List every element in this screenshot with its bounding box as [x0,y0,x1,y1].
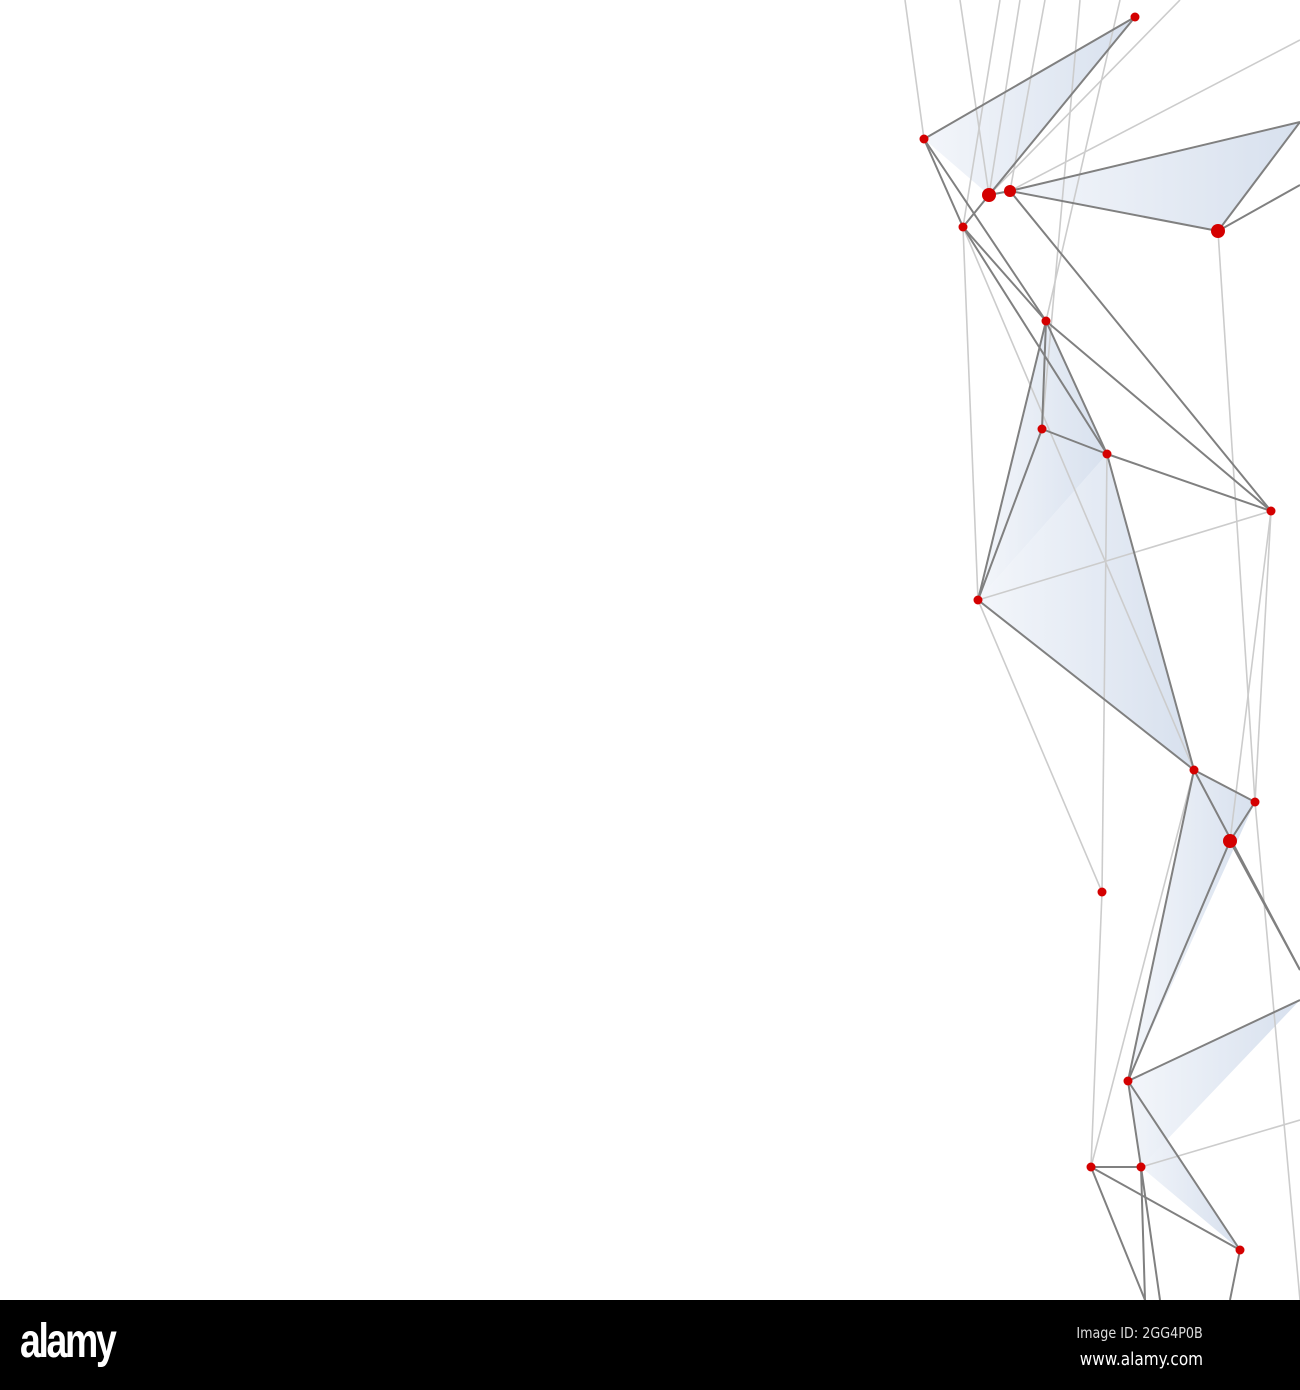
node [958,222,968,232]
edge [1140,1166,1161,1300]
node [1037,424,1047,434]
facet [1128,770,1255,1081]
edge [1009,190,1219,232]
edge [1045,320,1108,455]
node [1211,224,1225,238]
node [1223,834,1237,848]
edge [1193,769,1256,803]
edge [904,0,925,140]
edge [1217,230,1256,803]
edge [977,320,1047,601]
edge [1009,39,1300,192]
edge [1090,1166,1241,1251]
edge [977,599,1103,893]
node [1041,316,1051,326]
edge [1193,769,1300,971]
edge [1090,891,1103,1168]
edge [1140,1119,1300,1168]
node [1235,1245,1245,1255]
facet [924,17,1135,195]
edge [1101,453,1108,893]
edge [962,226,1195,771]
node [1102,449,1112,459]
edge [1127,769,1195,1082]
image-id: Image ID: 2GG4P0B [1076,1324,1203,1342]
node [919,134,929,144]
edge [923,16,1136,140]
facet [1128,1000,1300,1167]
edge [988,0,1181,196]
edge [1045,320,1272,512]
edge [977,599,1195,771]
edge [1229,801,1256,842]
edge [1127,1080,1241,1251]
edge [962,0,1001,228]
node [973,595,983,605]
alamy-logo: alamy [20,1315,117,1368]
node [1086,1162,1096,1172]
node [1250,797,1260,807]
edge [988,16,1136,196]
edge [1229,1249,1241,1300]
facet [1010,122,1300,231]
edge [1140,1166,1146,1300]
watermark-bar: alamy Image ID: 2GG4P0B www.alamy.com [0,1300,1300,1390]
edge [988,0,1021,196]
edge [1009,190,1272,512]
edge [1254,801,1300,1300]
edge [1106,453,1272,512]
node [1097,887,1107,897]
edge [1229,510,1272,842]
edge [962,226,1047,322]
node [982,188,996,202]
node [1189,765,1199,775]
edge [959,0,990,196]
edge [1009,0,1046,192]
edge [977,510,1272,601]
edge [1009,121,1300,192]
edge [1090,1166,1146,1300]
edge [1217,121,1300,232]
node [1123,1076,1133,1086]
edge [1045,0,1121,322]
facet [978,321,1107,600]
node [1266,506,1276,516]
edge [923,138,964,228]
edge [1127,1080,1142,1168]
edge [962,226,1108,455]
edge [977,428,1043,601]
edge [1106,453,1195,771]
facet [978,454,1194,770]
edge [1041,0,1081,430]
edge [1041,428,1108,455]
edge [1127,999,1300,1082]
edge [1217,184,1300,232]
edge [1090,769,1195,1168]
edge [1254,510,1272,803]
edge [1127,840,1231,1082]
edge [962,226,979,601]
node [1136,1162,1146,1172]
edge [1041,320,1047,430]
node [1130,12,1140,22]
website-url: www.alamy.com [1079,1349,1203,1370]
edge [923,138,1047,322]
node [1004,185,1016,197]
network-illustration [904,0,1300,1300]
